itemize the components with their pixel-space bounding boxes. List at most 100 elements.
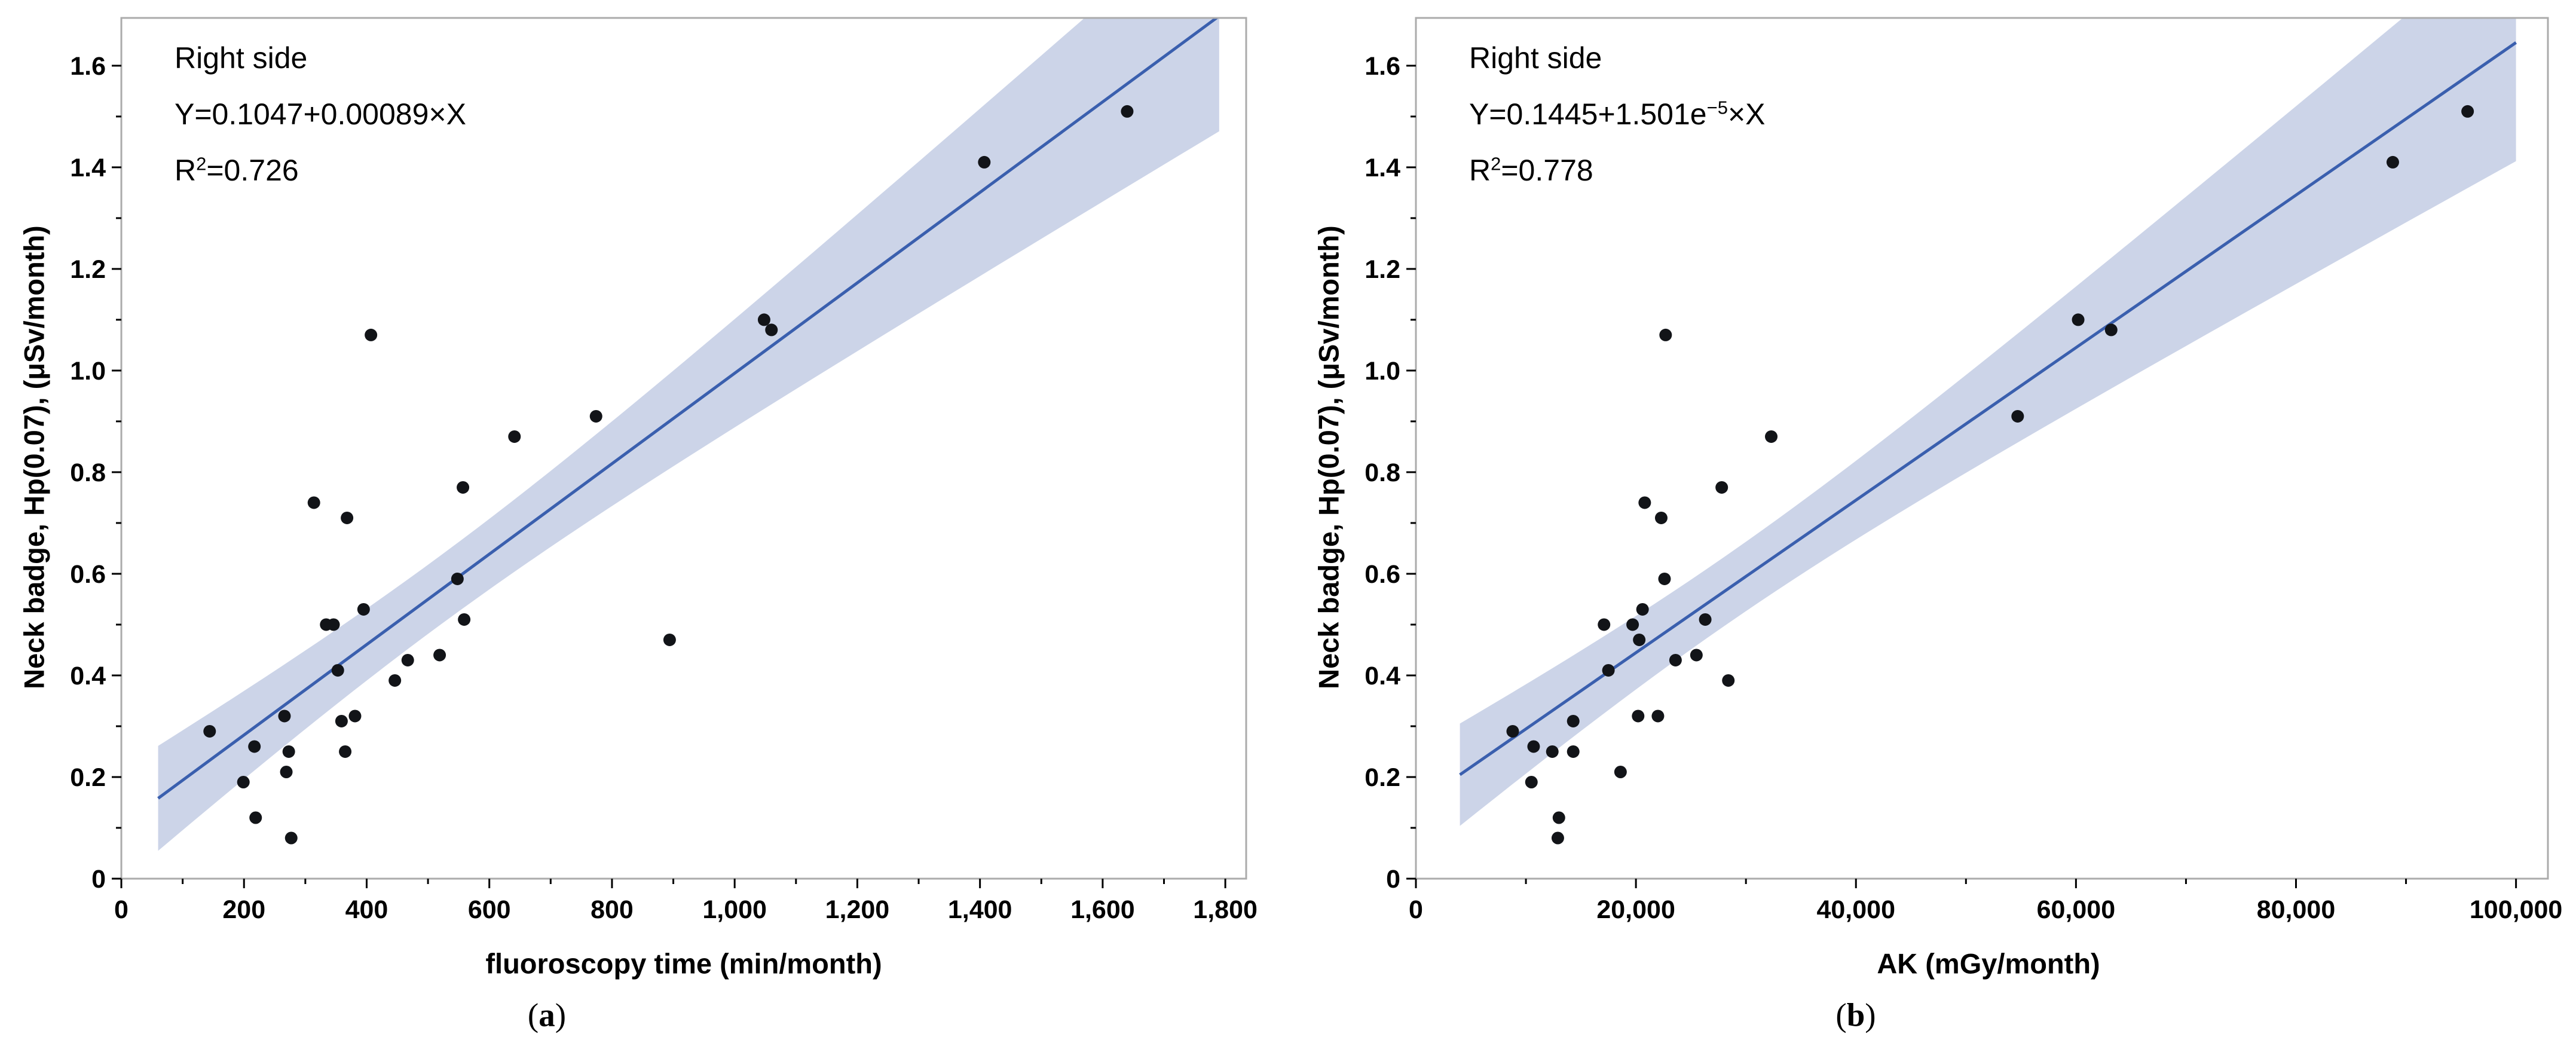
panel-b-y-axis-title: Neck badge, Hp(0.07), (μSv/month) xyxy=(1313,225,1345,689)
scatter-panel-a: 0 200 400 600 800 1,000 1,200 1,400 1,600 1,800 0 0… xyxy=(70,17,1258,924)
data-point xyxy=(1638,496,1651,509)
panel-b-x-axis-title: AK (mGy/month) xyxy=(1877,947,2100,980)
data-point xyxy=(278,710,291,723)
data-point xyxy=(1669,653,1682,666)
x-tick-label: 80,000 xyxy=(2257,895,2336,924)
x-tick-label: 600 xyxy=(468,895,511,924)
data-point xyxy=(663,633,676,646)
y-tick-label: 0.6 xyxy=(70,560,106,589)
y-tick-label: 0.6 xyxy=(1365,560,1400,589)
scatter-panel-b: 0 20,000 40,000 60,000 80,000 100,000 0 0.2 0.4 0… xyxy=(1365,17,2562,924)
panel-a-y-axis-title: Neck badge, Hp(0.07), (μSv/month) xyxy=(18,225,50,689)
y-tick-label: 1.4 xyxy=(1365,154,1400,182)
data-point xyxy=(249,811,262,824)
data-point xyxy=(508,430,521,443)
x-tick-label: 100,000 xyxy=(2470,895,2562,924)
plot-frame xyxy=(120,17,1247,880)
data-point xyxy=(2461,105,2474,118)
panel-a-caption: (a) xyxy=(527,996,567,1033)
x-tick-label: 1,800 xyxy=(1193,895,1258,924)
y-tick-label: 0 xyxy=(91,865,106,894)
data-point xyxy=(282,745,295,758)
data-point xyxy=(1527,740,1540,753)
data-point xyxy=(1699,613,1712,626)
x-tick-label: 800 xyxy=(591,895,634,924)
confidence-band xyxy=(1460,18,2516,826)
panel-b-annotation-title: Right side xyxy=(1469,41,1602,75)
data-point xyxy=(248,740,261,753)
data-point xyxy=(401,653,414,666)
y-tick-label: 0.2 xyxy=(1365,763,1400,792)
data-point xyxy=(339,745,352,758)
data-point xyxy=(203,724,216,738)
y-tick-label: 1.2 xyxy=(70,255,106,284)
data-point xyxy=(2104,323,2118,337)
data-point xyxy=(335,714,348,727)
y-tick-label: 1.2 xyxy=(1365,255,1400,284)
y-tick-label: 0.4 xyxy=(1365,662,1400,690)
data-point xyxy=(2011,409,2024,423)
data-point xyxy=(1633,633,1646,646)
regression-line xyxy=(1459,41,2517,776)
x-tick-label: 20,000 xyxy=(1596,895,1675,924)
data-point xyxy=(1626,618,1639,631)
x-tick-label: 1,000 xyxy=(702,895,767,924)
data-point xyxy=(765,323,778,337)
data-point xyxy=(1551,831,1564,845)
data-point xyxy=(1765,430,1778,443)
data-point xyxy=(2072,313,2085,326)
data-point xyxy=(331,663,344,677)
x-tick-label: 0 xyxy=(114,895,129,924)
data-point xyxy=(1659,328,1672,341)
x-tick-label: 1,400 xyxy=(948,895,1012,924)
data-point xyxy=(433,649,446,662)
data-point xyxy=(1506,724,1519,738)
data-point xyxy=(451,572,464,585)
y-tick-label: 0 xyxy=(1386,865,1400,894)
plot-region xyxy=(157,18,1219,851)
data-point xyxy=(388,674,402,687)
data-point xyxy=(1525,775,1538,788)
y-tick-label: 0.8 xyxy=(70,458,106,487)
data-point xyxy=(1722,674,1735,687)
panel-b-annotation: Right side Y=0.1445+1.501e−5×X R2=0.778 xyxy=(1469,30,1766,198)
panel-a-annotation-title: Right side xyxy=(175,41,308,75)
confidence-band xyxy=(158,18,1219,851)
y-tick-label: 1.0 xyxy=(1365,357,1400,386)
x-tick-label: 40,000 xyxy=(1816,895,1895,924)
data-point xyxy=(1654,511,1668,524)
y-tick-label: 1.0 xyxy=(70,357,106,386)
data-point xyxy=(457,481,470,494)
plot-frame xyxy=(1415,17,2549,880)
data-point xyxy=(589,409,602,423)
panel-b-r-squared: R2=0.778 xyxy=(1469,153,1593,187)
data-point xyxy=(237,775,250,788)
y-tick-label: 0.2 xyxy=(70,763,106,792)
data-point xyxy=(348,710,362,723)
x-tick-label: 1,600 xyxy=(1070,895,1135,924)
data-point xyxy=(1632,710,1645,723)
data-point xyxy=(1715,481,1728,494)
data-point xyxy=(1614,765,1627,778)
y-tick-label: 0.4 xyxy=(70,662,106,690)
panel-a-equation: Y=0.1047+0.00089×X xyxy=(175,97,466,131)
x-tick-label: 1,200 xyxy=(825,895,890,924)
data-point xyxy=(1690,649,1703,662)
data-point xyxy=(1598,618,1611,631)
y-tick-label: 1.4 xyxy=(70,154,106,182)
data-point xyxy=(1651,710,1665,723)
x-tick-label: 0 xyxy=(1409,895,1423,924)
data-point xyxy=(1658,572,1671,585)
y-tick-label: 1.6 xyxy=(1365,52,1400,81)
data-point xyxy=(307,496,320,509)
data-point xyxy=(327,618,340,631)
data-point xyxy=(284,831,298,845)
plot-region xyxy=(1459,18,2517,845)
y-tick-label: 0.8 xyxy=(1365,458,1400,487)
x-tick-label: 400 xyxy=(345,895,388,924)
data-point xyxy=(2386,155,2399,169)
panel-b-caption: (b) xyxy=(1835,996,1876,1033)
data-point xyxy=(1552,811,1565,824)
data-point xyxy=(365,328,378,341)
